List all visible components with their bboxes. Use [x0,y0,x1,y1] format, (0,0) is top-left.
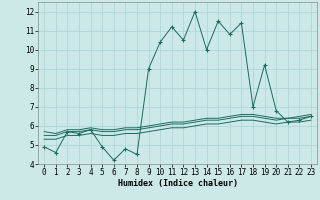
X-axis label: Humidex (Indice chaleur): Humidex (Indice chaleur) [118,179,238,188]
